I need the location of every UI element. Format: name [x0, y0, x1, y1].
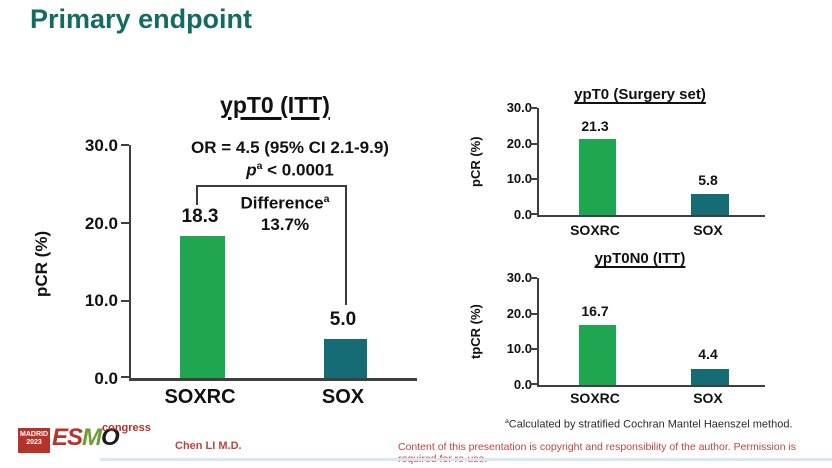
bar-value-label: 18.3	[181, 206, 219, 227]
plot-area	[530, 107, 765, 217]
axis-tick	[530, 178, 537, 180]
comparison-bracket-right	[345, 185, 347, 305]
plot-area	[121, 144, 417, 381]
y-axis-label: tpCR (%)	[468, 304, 483, 359]
logo-year: 2023	[26, 439, 42, 446]
x-category-label: SOX	[693, 222, 723, 238]
axis-tick	[530, 213, 537, 215]
y-tick-label: 0.0	[94, 369, 118, 388]
y-tick-label: 10.0	[84, 291, 118, 310]
p-value-text: pa < 0.0001	[160, 160, 420, 181]
axis-tick	[530, 107, 537, 109]
copyright-notice: Content of this presentation is copyrigh…	[398, 441, 797, 465]
axis-tick	[530, 143, 537, 145]
y-tick-label: 20.0	[506, 306, 532, 321]
axis-tick	[530, 277, 537, 279]
bar-sox	[691, 194, 729, 215]
bar-sox	[691, 369, 729, 385]
y-tick-label: 0.0	[513, 207, 532, 222]
y-axis-label: pCR (%)	[468, 136, 483, 187]
presenter-name: Chen LI M.D.	[175, 440, 242, 452]
difference-value: 13.7%	[260, 215, 310, 234]
y-tick-label: 10.0	[506, 171, 532, 186]
page-title: Primary endpoint	[30, 4, 253, 34]
p-symbol: p	[246, 160, 257, 180]
chart-title: ypT0N0 (ITT)	[594, 250, 686, 267]
p-value: < 0.0001	[262, 160, 334, 180]
y-tick-label: 20.0	[84, 214, 118, 233]
bar-sox	[324, 339, 367, 378]
x-category-label: SOXRC	[570, 390, 620, 406]
footnote-superscript: a	[505, 418, 509, 425]
bar-value-label: 5.0	[329, 309, 357, 330]
esmo-madrid-badge: MADRID 2023	[18, 428, 50, 453]
axis-tick	[121, 222, 129, 224]
bottom-divider	[100, 458, 832, 461]
axis-tick	[530, 383, 537, 385]
y-axis-label: pCR (%)	[32, 230, 51, 298]
bar-value-label: 4.4	[698, 346, 718, 362]
comparison-bracket-left	[196, 185, 198, 205]
x-category-label: SOXRC	[570, 222, 620, 238]
axis-tick	[530, 348, 537, 350]
y-tick-label: 0.0	[513, 377, 532, 392]
esmo-logo: ESMO	[52, 424, 120, 451]
x-category-label: SOX	[321, 386, 365, 408]
axis-tick	[121, 144, 129, 146]
congress-label: congress	[102, 422, 151, 434]
footnote: aCalculated by stratified Cochran Mantel…	[505, 418, 793, 431]
x-category-label: SOXRC	[164, 386, 236, 408]
y-tick-label: 30.0	[84, 136, 118, 155]
chart-title: ypT0 (Surgery set)	[574, 86, 706, 103]
odds-ratio-text: OR = 4.5 (95% CI 2.1-9.9)	[191, 138, 389, 157]
axis-tick	[530, 313, 537, 315]
bar-soxrc	[579, 325, 616, 385]
y-tick-label: 20.0	[506, 136, 532, 151]
bar-value-label: 5.8	[698, 172, 718, 188]
chart-title: ypT0 (ITT)	[220, 92, 330, 118]
y-tick-label: 10.0	[506, 341, 532, 356]
p-superscript: a	[256, 160, 263, 172]
bar-soxrc	[180, 235, 225, 378]
axis-tick	[121, 300, 129, 302]
logo-location: MADRID	[20, 431, 48, 438]
axis-tick	[121, 376, 129, 378]
y-tick-label: 30.0	[506, 270, 532, 285]
plot-area	[530, 277, 765, 387]
bar-soxrc	[579, 139, 616, 215]
x-category-label: SOX	[693, 390, 723, 406]
bar-value-label: 16.7	[581, 303, 609, 319]
comparison-bracket-top	[196, 185, 347, 187]
difference-superscript: a	[323, 193, 330, 205]
difference-label: Differencea	[240, 193, 330, 213]
bar-value-label: 21.3	[581, 118, 609, 134]
y-tick-label: 30.0	[506, 100, 532, 115]
